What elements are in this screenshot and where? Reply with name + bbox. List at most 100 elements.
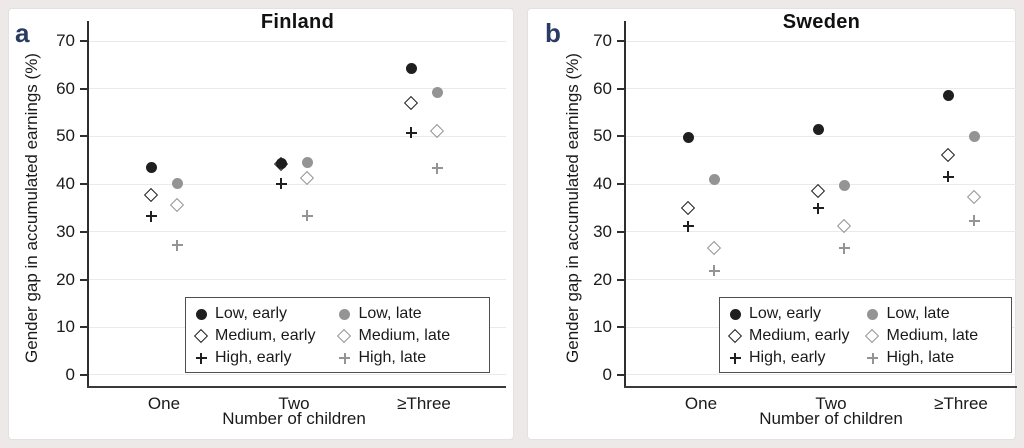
marker-medium-late-one — [169, 197, 184, 213]
y-tick-label: 30 — [593, 221, 612, 241]
gridline — [89, 135, 506, 137]
y-tick-label: 60 — [56, 78, 75, 98]
marker-high-late-two — [300, 209, 314, 223]
plus-marker-icon — [338, 351, 352, 365]
legend-label: Medium, early — [749, 327, 850, 344]
chart-title-sweden: Sweden — [782, 11, 861, 33]
legend-item-low-early: Low, early — [194, 303, 338, 325]
y-tick-mark — [617, 183, 624, 186]
y-tick-mark — [80, 326, 87, 329]
marker-low-early-three — [941, 89, 955, 103]
diamond-marker-icon — [940, 147, 955, 163]
circle-marker-icon — [867, 308, 878, 320]
circle-marker-icon — [275, 157, 287, 169]
legend-item-high-early: High, early — [194, 347, 338, 369]
marker-high-late-one — [170, 238, 184, 252]
y-tick-label: 20 — [56, 269, 75, 289]
marker-low-early-three — [404, 62, 418, 76]
y-tick-mark — [80, 278, 87, 281]
plus-marker-icon — [811, 201, 825, 215]
y-tick-mark — [617, 40, 624, 42]
marker-high-early-two — [811, 201, 825, 215]
circle-marker-icon — [405, 63, 417, 75]
marker-high-late-three — [967, 214, 981, 228]
marker-medium-early-three — [940, 147, 955, 163]
legend-item-high-late: High, late — [866, 347, 1004, 369]
diamond-marker-icon — [336, 328, 352, 343]
plus-marker-icon — [707, 264, 721, 278]
marker-low-late-two — [300, 155, 314, 169]
legend-label: Low, late — [886, 305, 950, 322]
legend: Low, early Low, late Medium, early Medium, … — [719, 297, 1012, 373]
y-tick-label: 70 — [56, 31, 75, 50]
legend-label: Low, early — [215, 305, 288, 322]
y-tick-label: 10 — [593, 317, 612, 337]
gridline — [626, 135, 1017, 137]
legend-label: High, early — [215, 349, 292, 366]
x-tick-label-two: Two — [815, 394, 847, 413]
x-tick-label-three: ≥Three — [397, 394, 451, 413]
marker-low-late-one — [170, 177, 184, 191]
plus-marker-icon — [967, 214, 981, 228]
legend-item-low-late: Low, late — [338, 303, 482, 325]
y-axis-line — [87, 21, 89, 388]
legend-item-high-early: High, early — [728, 347, 866, 369]
x-axis-label-finland: Number of children — [222, 409, 366, 428]
marker-high-early-two — [274, 177, 288, 191]
x-tick-label-one: One — [684, 394, 718, 413]
marker-low-early-one — [681, 130, 695, 144]
marker-medium-early-one — [143, 187, 158, 202]
x-axis-line — [624, 386, 1017, 388]
circle-marker-icon — [171, 178, 183, 190]
diamond-marker-icon — [169, 197, 184, 213]
circle-marker-icon — [301, 156, 313, 168]
diamond-marker-icon — [810, 183, 825, 198]
panel-letter-a: a — [15, 18, 30, 48]
gridline — [89, 231, 506, 233]
diamond-marker-icon — [193, 328, 208, 343]
marker-high-late-three — [430, 161, 444, 175]
panel-finland: a Finland Gender gap in accumulated earn… — [8, 8, 514, 440]
y-tick-label: 50 — [56, 126, 75, 146]
gridline — [626, 374, 1017, 376]
legend-item-medium-early: Medium, early — [193, 325, 338, 347]
marker-medium-late-three — [966, 190, 981, 205]
marker-medium-late-two — [299, 170, 314, 185]
plot-area-finland: Low, early Low, late Medium, early Medium, … — [80, 21, 506, 388]
y-tick-label: 60 — [593, 78, 612, 98]
marker-medium-early-two — [810, 183, 825, 198]
marker-medium-early-one — [680, 201, 695, 216]
circle-marker-icon — [942, 90, 954, 102]
x-axis-label-sweden: Number of children — [759, 409, 903, 428]
plus-marker-icon — [866, 351, 880, 365]
y-tick-mark — [617, 87, 624, 90]
marker-low-late-two — [837, 178, 851, 192]
legend: Low, early Low, late Medium, early Medium, … — [185, 297, 490, 373]
plus-marker-icon — [837, 241, 851, 255]
gridline — [89, 374, 506, 376]
marker-high-late-two — [837, 241, 851, 255]
marker-low-late-one — [707, 172, 721, 186]
circle-marker-icon — [838, 179, 850, 191]
plus-marker-icon — [274, 177, 288, 191]
circle-marker-icon — [708, 173, 720, 185]
diamond-marker-icon — [966, 190, 981, 205]
legend-label: Low, early — [749, 305, 822, 322]
x-tick-label-three: ≥Three — [934, 394, 988, 413]
y-tick-label: 70 — [593, 31, 612, 50]
y-tick-mark — [617, 326, 624, 329]
diamond-marker-icon — [403, 95, 418, 111]
y-tick-label: 30 — [56, 221, 75, 241]
marker-medium-early-three — [403, 95, 418, 111]
plus-marker-icon — [728, 351, 742, 365]
x-axis-line — [87, 386, 506, 388]
legend-label: Medium, early — [215, 327, 316, 344]
plus-marker-icon — [941, 170, 955, 184]
plus-marker-icon — [404, 126, 418, 140]
gridline — [626, 231, 1017, 233]
marker-high-early-one — [681, 219, 695, 233]
y-tick-label: 0 — [65, 364, 75, 384]
y-tick-mark — [80, 40, 87, 42]
gridline — [89, 40, 506, 42]
